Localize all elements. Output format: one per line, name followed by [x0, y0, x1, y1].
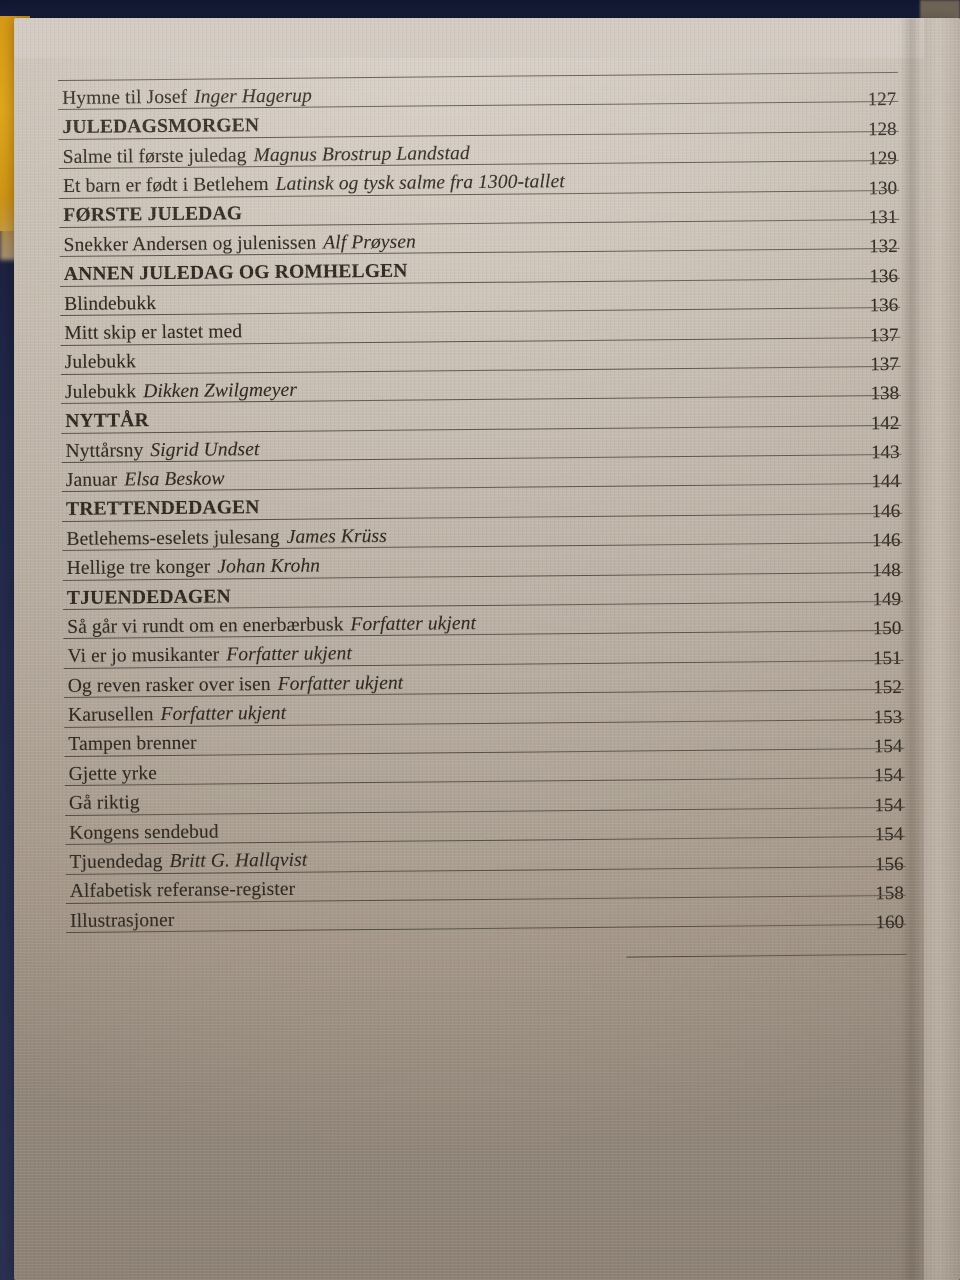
toc-entry-title: Januar Elsa Beskow	[62, 468, 225, 491]
toc-entry-title: Mitt skip er lastet med	[60, 321, 243, 344]
toc-entry-title: Nyttårsny Sigrid Undset	[61, 438, 260, 462]
toc-entry-author: Forfatter ukjent	[160, 702, 287, 726]
toc-entry-title: Julebukk	[61, 351, 137, 374]
toc-title-text: Hellige tre konger	[66, 556, 211, 580]
toc-section-heading: ANNEN JULEDAG OG ROMHELGEN	[60, 260, 408, 286]
toc-entry-author: Johan Krohn	[217, 555, 321, 578]
toc-entry-title: Julebukk Dikken Zwilgmeyer	[61, 379, 298, 403]
toc-entry-title: Salme til første juledag Magnus Brostrup …	[59, 142, 470, 168]
toc-section-heading: TJUENDEDAGEN	[63, 585, 231, 609]
toc-entry-title: Og reven rasker over isen Forfatter ukjen…	[64, 672, 404, 697]
toc-entry-title: Gå riktig	[65, 792, 140, 815]
toc-entry-author: Alf Prøysen	[323, 231, 416, 254]
toc-rule	[58, 71, 898, 81]
table-of-contents: Hymne til Josef Inger Hagerup 127 JULEDAGSM…	[58, 71, 907, 962]
toc-entry-author: Magnus Brostrup Landstad	[253, 142, 470, 166]
page-top-edge	[14, 18, 960, 58]
toc-title-text: Så går vi rundt om en enerbærbusk	[67, 614, 344, 638]
toc-entry-author: James Krüss	[286, 525, 387, 548]
toc-entry-title: Tampen brenner	[64, 733, 197, 756]
toc-title-text: NYTTÅR	[65, 410, 149, 433]
toc-entry-title: Hellige tre konger Johan Krohn	[63, 555, 321, 580]
page-gutter-shadow	[900, 18, 926, 1280]
toc-title-text: Snekker Andersen og julenissen	[63, 232, 317, 256]
toc-entry-title: Karusellen Forfatter ukjent	[64, 702, 287, 727]
toc-title-text: Illustrasjoner	[69, 909, 175, 932]
toc-entry-title: Vi er jo musikanter Forfatter ukjent	[63, 643, 353, 668]
toc-title-text: JULEDAGSMORGEN	[62, 115, 260, 139]
toc-section-heading: JULEDAGSMORGEN	[58, 115, 260, 139]
toc-entry-title: Alfabetisk referanse-register	[66, 879, 296, 903]
toc-title-text: Betlehems-eselets julesang	[66, 526, 280, 550]
toc-title-text: Kongens sendebud	[69, 821, 219, 844]
toc-title-text: Alfabetisk referanse-register	[69, 879, 296, 903]
toc-title-text: Tampen brenner	[68, 733, 197, 756]
toc-entry-title: Betlehems-eselets julesang James Krüss	[62, 525, 387, 550]
toc-entry-author: Inger Hagerup	[194, 85, 312, 108]
toc-entry-title: Snekker Andersen og julenissen Alf Prøyse…	[59, 231, 416, 256]
toc-title-text: Hymne til Josef	[62, 86, 188, 109]
page-right-edge	[924, 18, 960, 1280]
toc-entry-author: Dikken Zwilgmeyer	[143, 379, 298, 402]
toc-section-heading: FØRSTE JULEDAG	[59, 203, 243, 227]
toc-entry-author: Sigrid Undset	[150, 438, 260, 461]
toc-title-text: Julebukk	[64, 351, 137, 374]
toc-title-text: Vi er jo musikanter	[67, 644, 220, 668]
toc-title-text: TRETTENDEDAGEN	[66, 497, 260, 521]
toc-title-text: Mitt skip er lastet med	[64, 321, 243, 344]
toc-entry-author: Forfatter ukjent	[350, 612, 477, 636]
toc-title-text: Nyttårsny	[65, 439, 144, 462]
toc-entry-author: Forfatter ukjent	[226, 643, 353, 666]
toc-entry-title: Så går vi rundt om en enerbærbusk Forfatt…	[63, 612, 477, 638]
toc-title-text: Januar	[65, 469, 118, 491]
toc-entry-author: Latinsk og tysk salme fra 1300-tallet	[275, 171, 565, 195]
toc-title-text: FØRSTE JULEDAG	[63, 203, 243, 227]
toc-title-text: Julebukk	[64, 381, 137, 403]
toc-title-text: Blindebukk	[64, 292, 157, 315]
toc-entry-author: Elsa Beskow	[124, 468, 225, 491]
toc-entry-title: Illustrasjoner	[66, 909, 175, 932]
toc-section-heading: TRETTENDEDAGEN	[62, 497, 260, 521]
toc-title-text: Karusellen	[68, 704, 154, 727]
toc-entry-title: Gjette yrke	[65, 762, 158, 785]
toc-entry-author: Forfatter ukjent	[277, 672, 404, 695]
toc-title-text: TJUENDEDAGEN	[66, 585, 231, 609]
book-page: Hymne til Josef Inger Hagerup 127 JULEDAGSM…	[14, 18, 960, 1280]
toc-entry-title: Hymne til Josef Inger Hagerup	[58, 85, 312, 109]
toc-title-text: Et barn er født i Betlehem	[62, 174, 269, 198]
toc-entry-author: Britt G. Hallqvist	[169, 849, 308, 873]
toc-title-text: ANNEN JULEDAG OG ROMHELGEN	[63, 260, 408, 286]
toc-title-text: Salme til første juledag	[62, 144, 247, 168]
toc-entry-title: Kongens sendebud	[65, 821, 219, 844]
toc-entry-title: Tjuendedag Britt G. Hallqvist	[65, 849, 308, 873]
toc-title-text: Og reven rasker over isen	[67, 673, 271, 697]
toc-title-text: Gjette yrke	[68, 762, 158, 785]
toc-entry-title: Blindebukk	[60, 292, 157, 315]
toc-title-text: Tjuendedag	[69, 851, 163, 873]
toc-title-text: Gå riktig	[68, 792, 140, 815]
toc-section-heading: NYTTÅR	[61, 410, 149, 433]
